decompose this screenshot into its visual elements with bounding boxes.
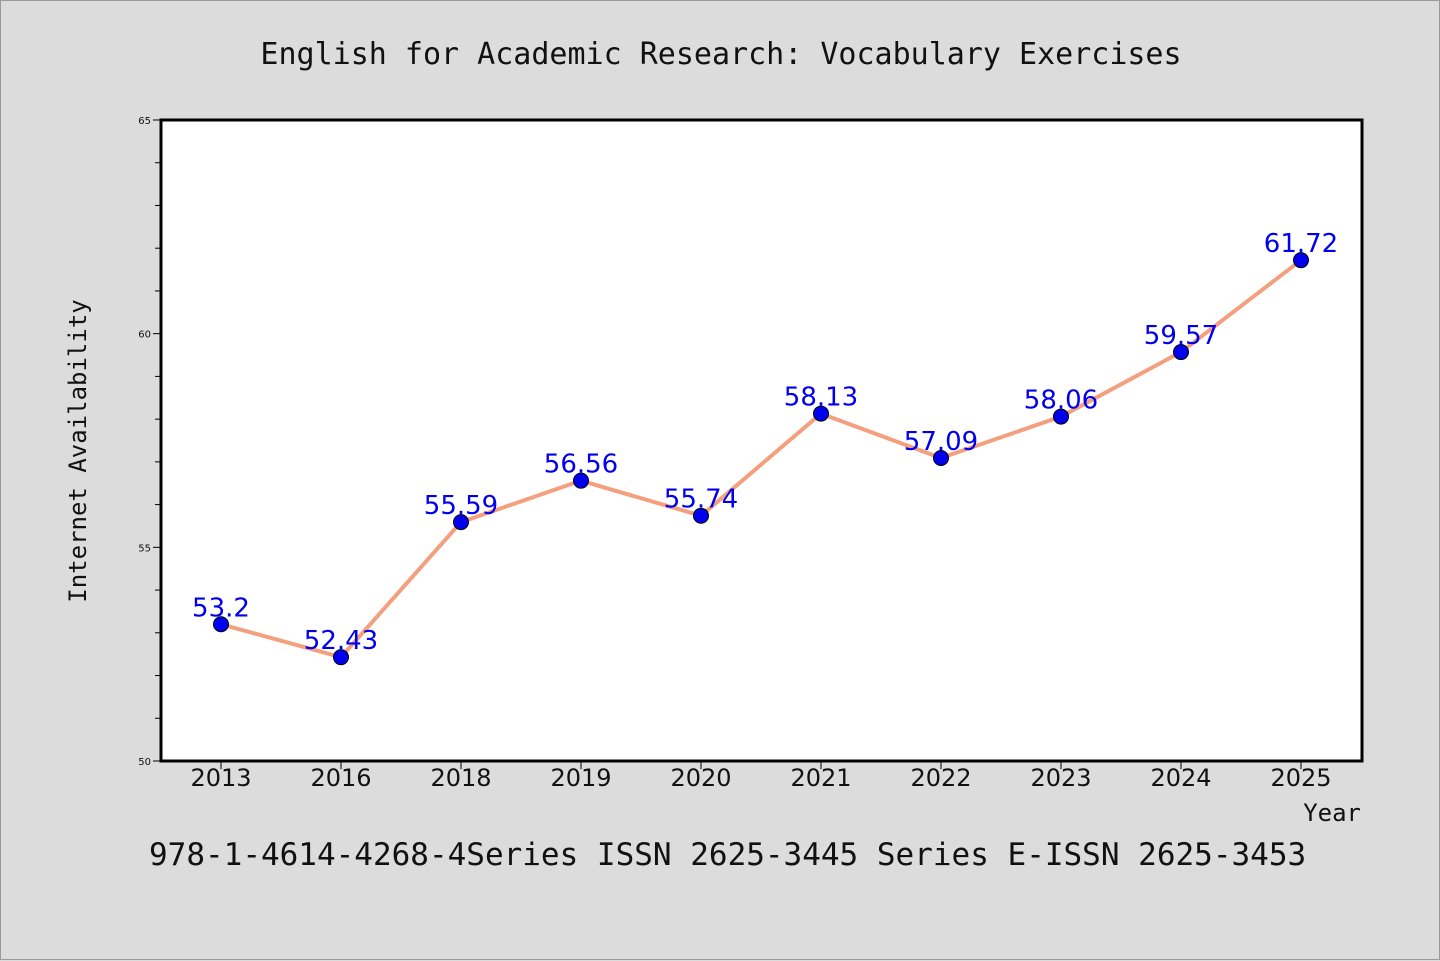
- data-point: [933, 450, 949, 467]
- data-label: 52.43: [304, 626, 378, 656]
- y-tick-label: 50: [138, 757, 151, 768]
- x-tick-label: 2022: [910, 764, 971, 792]
- x-tick-label: 2019: [550, 764, 611, 792]
- data-label: 58.13: [784, 383, 858, 413]
- x-axis-label: Year: [1303, 799, 1361, 827]
- data-label: 55.74: [664, 485, 738, 515]
- data-point: [213, 616, 229, 633]
- y-tick-label: 65: [138, 116, 151, 127]
- data-point: [1293, 252, 1309, 269]
- x-tick-label: 2021: [790, 764, 851, 792]
- x-tick-label: 2023: [1030, 764, 1091, 792]
- x-tick-label: 2013: [190, 764, 251, 792]
- data-point: [693, 507, 709, 524]
- data-label: 58.06: [1024, 386, 1098, 416]
- data-label: 59.57: [1144, 321, 1218, 351]
- data-label: 56.56: [544, 450, 618, 480]
- data-labels: 53.2 52.43 55.59 56.56 55.74 58.13 57.09 58.06 5…: [192, 229, 1338, 656]
- chart-title: English for Academic Research: Vocabular…: [260, 37, 1181, 72]
- series-line: [220, 258, 1303, 660]
- x-axis: 2013 2016 2018 2019 2020 2021 2022 2023 2024 2025: [190, 761, 1332, 792]
- x-tick-label: 2024: [1150, 764, 1211, 792]
- data-point: [333, 649, 349, 666]
- x-tick-label: 2025: [1270, 764, 1331, 792]
- plot-area: [159, 118, 1364, 763]
- x-tick-label: 2018: [430, 764, 491, 792]
- data-point: [573, 472, 589, 489]
- footer-isbn-text: 978-1-4614-4268-4Series ISSN 2625-3445 S…: [149, 837, 1306, 873]
- data-label: 61.72: [1264, 229, 1338, 259]
- data-point: [1053, 408, 1069, 425]
- data-point: [1173, 344, 1189, 361]
- data-label: 57.09: [904, 427, 978, 457]
- x-tick-label: 2020: [670, 764, 731, 792]
- y-tick-label: 60: [138, 330, 151, 341]
- data-label: 55.59: [424, 491, 498, 521]
- y-axis: 50 55 60 65: [138, 116, 161, 768]
- series-line-group: [213, 252, 1309, 666]
- data-point: [813, 405, 829, 422]
- y-tick-label: 55: [138, 543, 151, 554]
- data-label: 53.2: [192, 593, 250, 623]
- y-axis-label: Internet Availability: [64, 299, 92, 602]
- data-point: [453, 514, 469, 531]
- x-tick-label: 2016: [310, 764, 371, 792]
